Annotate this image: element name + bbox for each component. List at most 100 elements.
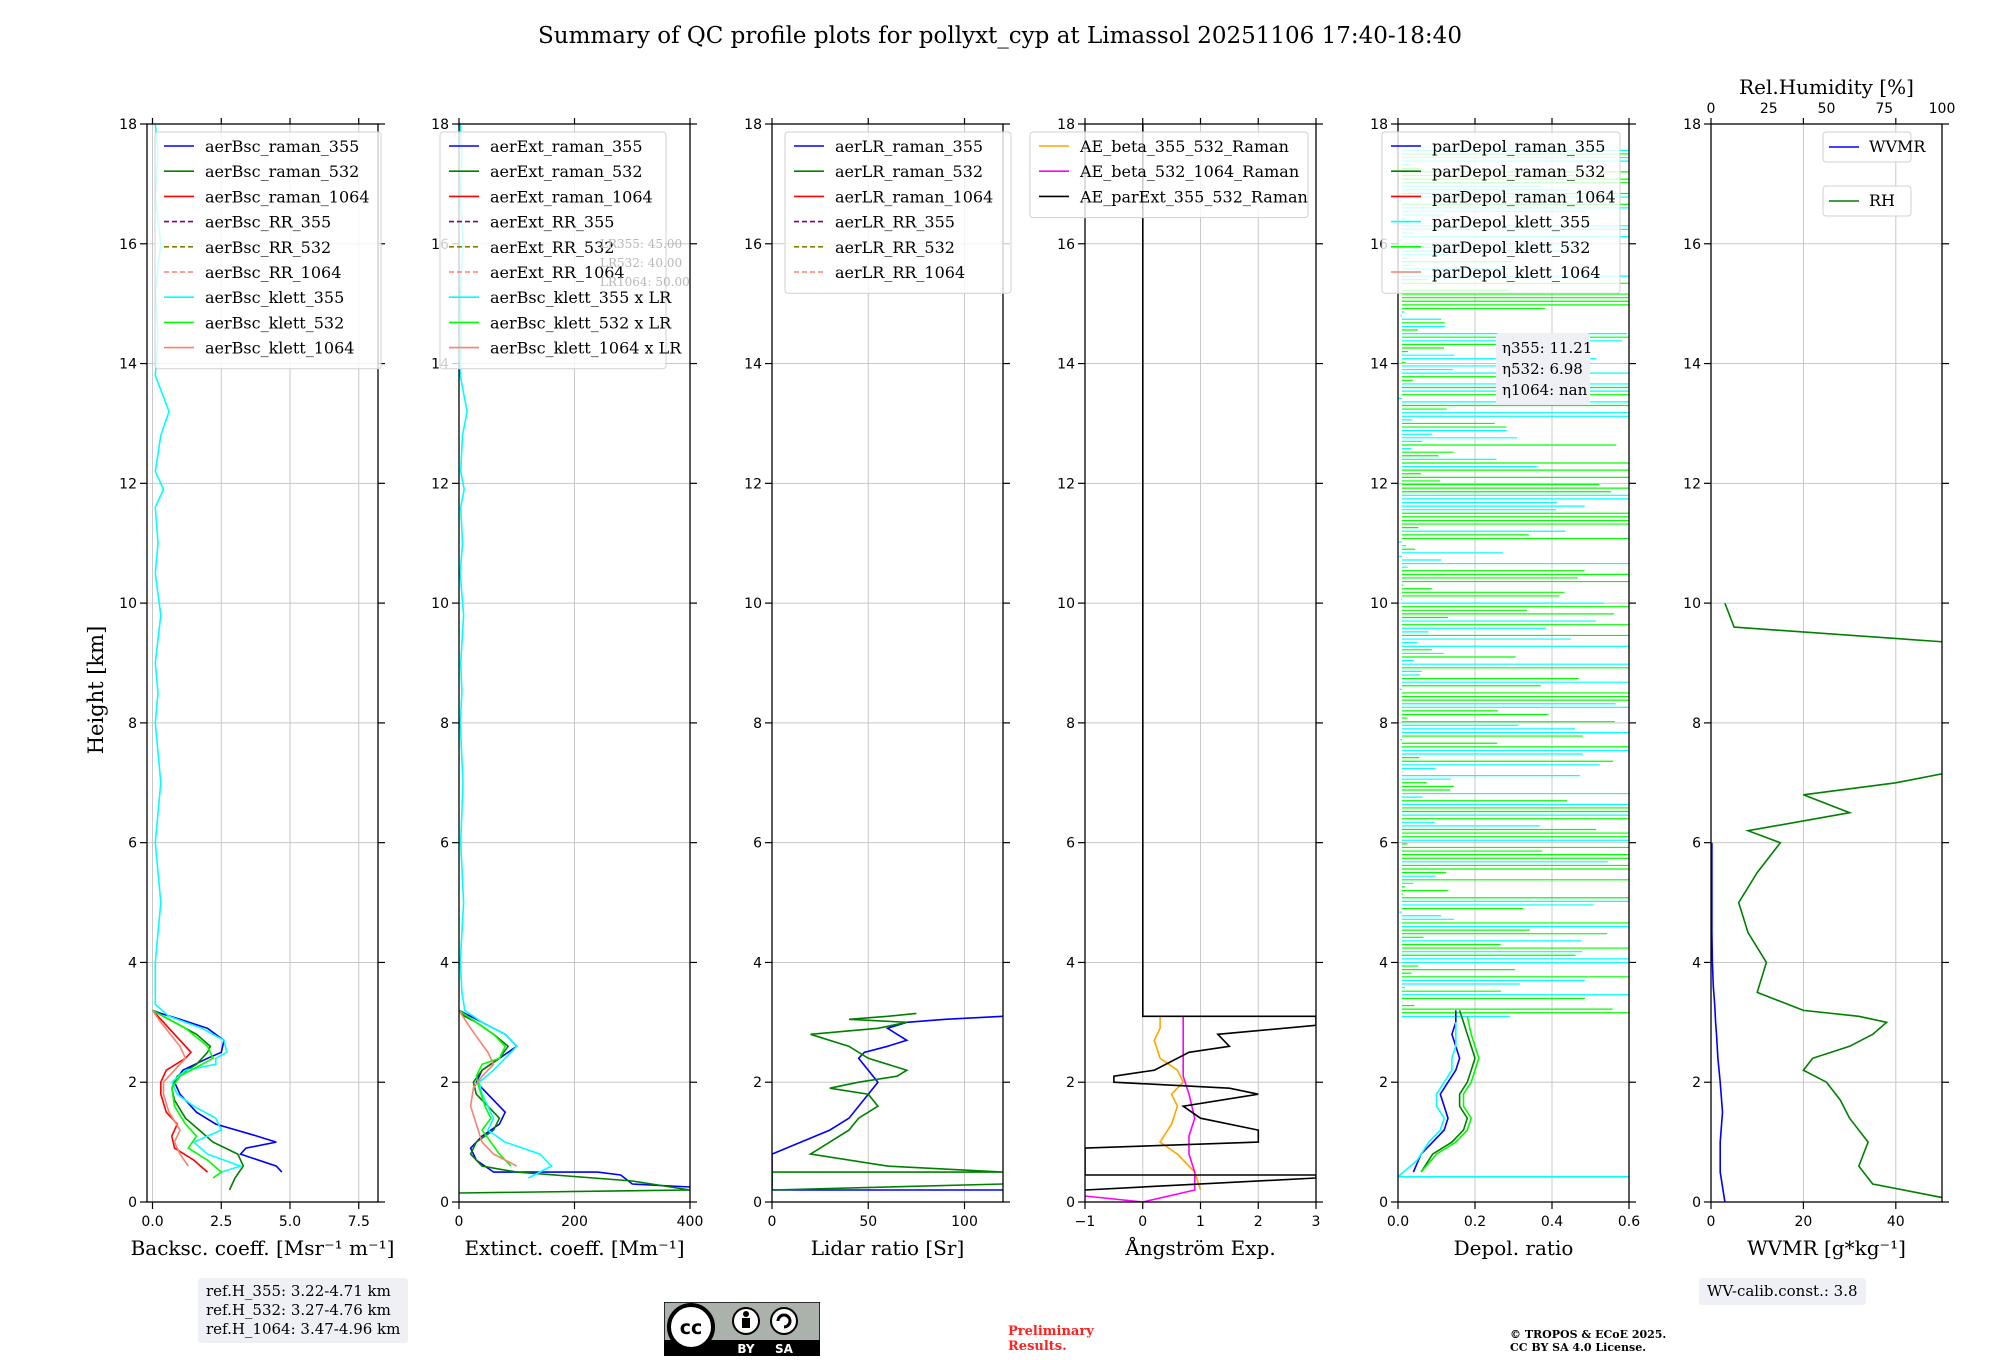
plot-area-ext	[459, 124, 690, 1194]
series-parDepol_raman_355	[1412, 1010, 1461, 1173]
y-tick-label: 4	[753, 955, 762, 971]
ref-height-1064: ref.H_1064: 3.47-4.96 km	[206, 1320, 401, 1338]
x-tick-label: 50	[859, 1214, 877, 1230]
axes-frame	[146, 123, 379, 1203]
legend-label: aerExt_RR_532	[490, 238, 614, 257]
license-line: CC BY SA 4.0 License.	[1510, 1341, 1647, 1354]
legend-label: WVMR	[1869, 137, 1926, 156]
y-tick-label: 14	[1370, 357, 1388, 373]
legend-label: aerLR_RR_355	[835, 213, 955, 232]
top-x-tick-label: 0	[1707, 101, 1716, 117]
series-AE_parExt_355_532_Raman	[1085, 124, 1316, 1191]
y-tick-label: 18	[1057, 117, 1075, 133]
eta-label: η532: 6.98	[1502, 360, 1583, 378]
y-tick-label: 18	[1370, 117, 1388, 133]
top-x-tick-label: 50	[1818, 101, 1836, 117]
legend-label: aerBsc_klett_532	[205, 313, 344, 332]
series-aerBsc_klett_1064	[151, 1009, 189, 1167]
axes-frame	[1710, 123, 1943, 1203]
x-tick-label: 20	[1794, 1214, 1812, 1230]
y-tick-label: 16	[119, 237, 137, 253]
plot-area-wv	[1711, 602, 1942, 1202]
y-tick-label: 14	[1683, 357, 1701, 373]
plot-area-bsc	[151, 124, 283, 1191]
legend-label: aerExt_raman_532	[490, 162, 643, 181]
top-x-axis-label: Rel.Humidity [%]	[1739, 75, 1914, 99]
series-WVMR	[1711, 842, 1726, 1202]
copyright-note: © TROPOS & ECoE 2025. CC BY SA 4.0 Licen…	[1510, 1328, 1666, 1354]
x-tick-label: 0.0	[141, 1214, 163, 1230]
legend-box	[1822, 131, 1912, 163]
x-tick-label: 5.0	[279, 1214, 301, 1230]
x-tick-label: 0.6	[1618, 1214, 1640, 1230]
y-tick-label: 6	[1379, 836, 1388, 852]
y-tick-label: 14	[1057, 357, 1075, 373]
legend-label: aerBsc_RR_355	[205, 213, 331, 232]
x-axis-label: Depol. ratio	[1454, 1236, 1574, 1260]
y-tick-label: 4	[128, 955, 137, 971]
y-tick-label: 12	[1683, 476, 1701, 492]
legend-label: AE_beta_355_532_Raman	[1079, 137, 1289, 156]
y-tick-label: 10	[1683, 596, 1701, 612]
y-tick-label: 14	[744, 357, 762, 373]
y-tick-label: 18	[431, 117, 449, 133]
panel-bsc: 0.0 2.5 5.0 7.5 0 2 4 6 8 10 12 14 16 18 Backsc. coeff…	[119, 117, 394, 1260]
legend-label: aerBsc_klett_355 x LR	[490, 288, 672, 307]
top-x-tick-label: 75	[1875, 101, 1893, 117]
y-tick-label: 0	[1692, 1195, 1701, 1211]
top-x-tick-label: 100	[1929, 101, 1956, 117]
y-tick-label: 10	[119, 596, 137, 612]
x-axis-label: Extinct. coeff. [Mm⁻¹]	[464, 1236, 684, 1260]
legend-box	[439, 131, 667, 370]
legend-label: parDepol_raman_532	[1432, 162, 1605, 181]
y-tick-label: 10	[1370, 596, 1388, 612]
legend-box	[1822, 185, 1912, 217]
y-tick-label: 8	[1692, 716, 1701, 732]
legend-box	[1381, 131, 1621, 294]
y-tick-label: 8	[1379, 716, 1388, 732]
legend-label: aerExt_RR_1064	[490, 263, 625, 282]
series-RH	[1724, 602, 1942, 1199]
legend-label: aerBsc_raman_532	[205, 162, 359, 181]
x-tick-label: 0	[768, 1214, 777, 1230]
preliminary-note: Preliminary Results.	[1008, 1324, 1094, 1354]
y-tick-label: 10	[744, 596, 762, 612]
legend-label: parDepol_raman_355	[1432, 137, 1605, 156]
legend-label: aerExt_raman_1064	[490, 187, 653, 206]
series-parDepol_klett_355	[1398, 1022, 1629, 1178]
y-tick-label: 2	[128, 1075, 137, 1091]
eta-box	[1496, 333, 1590, 405]
copyright-line: © TROPOS & ECoE 2025.	[1510, 1328, 1667, 1341]
series-aerBsc_klett_1064 x LR	[459, 1009, 518, 1167]
x-tick-label: 3	[1312, 1214, 1321, 1230]
series-aerBsc_klett_355	[154, 124, 243, 1173]
top-x-tick-label: 25	[1760, 101, 1778, 117]
plot-area-depol	[1398, 149, 1629, 1178]
reference-height-box: ref.H_355: 3.22-4.71 km ref.H_532: 3.27-…	[198, 1278, 409, 1343]
legend-label: aerBsc_klett_1064 x LR	[490, 339, 682, 358]
x-tick-label: 2.5	[210, 1214, 232, 1230]
x-axis-label: Lidar ratio [Sr]	[811, 1236, 965, 1260]
x-tick-label: 0	[1707, 1214, 1716, 1230]
y-axis-label: Height [km]	[84, 626, 108, 755]
y-tick-label: 6	[128, 836, 137, 852]
y-tick-label: 16	[1683, 237, 1701, 253]
eta-label: η1064: nan	[1502, 381, 1588, 399]
x-tick-label: 0.0	[1387, 1214, 1409, 1230]
legend-label: aerLR_raman_355	[835, 137, 983, 156]
series-parDepol_raman_532	[1420, 1010, 1476, 1173]
y-tick-label: 14	[119, 357, 137, 373]
plot-area-lr	[772, 1012, 1003, 1191]
legend-label: parDepol_klett_355	[1432, 213, 1590, 232]
y-tick-label: 4	[1066, 955, 1075, 971]
legend-label: aerBsc_raman_1064	[205, 187, 370, 206]
y-tick-label: 12	[431, 476, 449, 492]
y-tick-label: 0	[1066, 1195, 1075, 1211]
by-label: BY	[737, 1342, 754, 1356]
y-tick-label: 18	[744, 117, 762, 133]
ref-height-532: ref.H_532: 3.27-4.76 km	[206, 1301, 391, 1319]
x-tick-label: 7.5	[348, 1214, 370, 1230]
